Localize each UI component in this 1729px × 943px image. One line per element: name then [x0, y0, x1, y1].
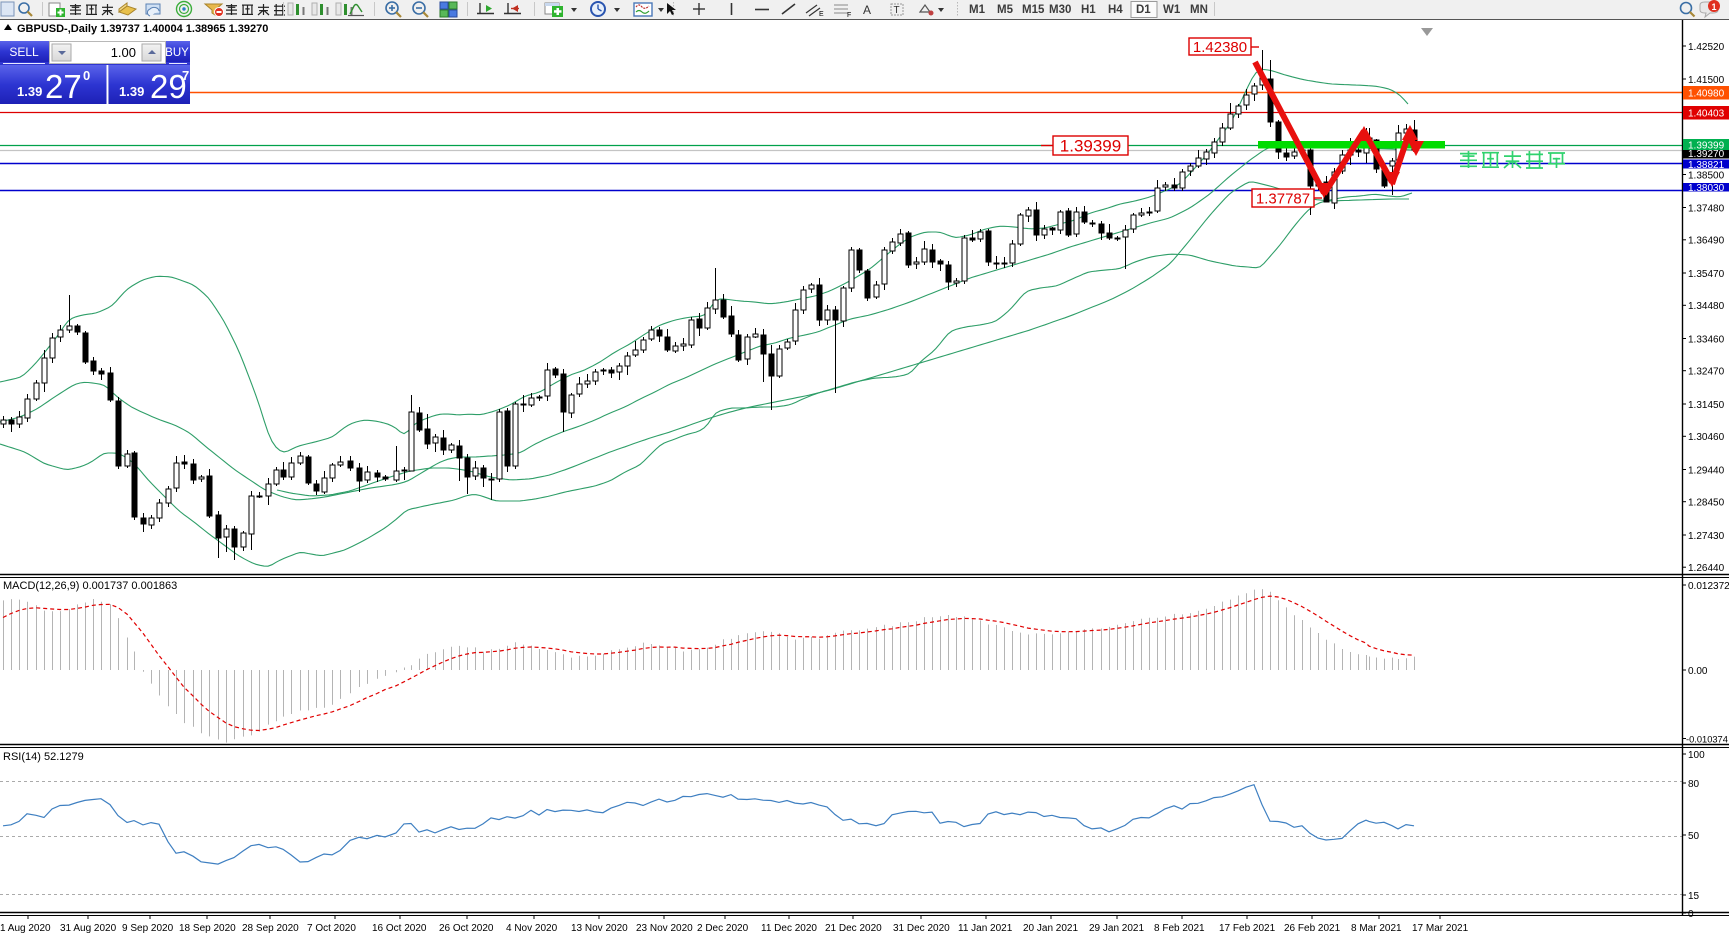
svg-text:18 Sep 2020: 18 Sep 2020	[179, 923, 236, 934]
svg-text:1.39: 1.39	[119, 84, 144, 99]
svg-text:16 Oct 2020: 16 Oct 2020	[372, 923, 427, 934]
svg-text:1.38500: 1.38500	[1688, 170, 1725, 181]
svg-text:M1: M1	[969, 4, 986, 16]
svg-text:1.39: 1.39	[17, 84, 42, 99]
svg-text:H1: H1	[1081, 4, 1096, 16]
svg-text:1.34480: 1.34480	[1688, 301, 1725, 312]
svg-text:11 Jan 2021: 11 Jan 2021	[958, 923, 1013, 934]
svg-text:9 Sep 2020: 9 Sep 2020	[122, 923, 174, 934]
svg-text:20 Jan 2021: 20 Jan 2021	[1023, 923, 1078, 934]
svg-text:1.32470: 1.32470	[1688, 367, 1725, 378]
svg-text:M30: M30	[1049, 4, 1071, 16]
svg-text:50: 50	[1688, 831, 1700, 842]
svg-text:BUY: BUY	[165, 47, 189, 59]
svg-text:RSI(14) 52.1279: RSI(14) 52.1279	[3, 751, 84, 763]
svg-text:MN: MN	[1190, 4, 1208, 16]
svg-text:31 Dec 2020: 31 Dec 2020	[893, 923, 950, 934]
svg-text:1.00: 1.00	[111, 45, 136, 60]
svg-text:1.39399: 1.39399	[1060, 137, 1121, 156]
svg-text:1.38030: 1.38030	[1688, 183, 1725, 194]
svg-text:1.31450: 1.31450	[1688, 400, 1725, 411]
svg-text:1 Aug 2020: 1 Aug 2020	[0, 923, 51, 934]
svg-text:D1: D1	[1136, 4, 1151, 16]
svg-text:1.27430: 1.27430	[1688, 531, 1725, 542]
svg-text:1.26440: 1.26440	[1688, 563, 1725, 574]
svg-text:29: 29	[150, 68, 187, 105]
svg-text:29 Jan 2021: 29 Jan 2021	[1089, 923, 1144, 934]
svg-text:M15: M15	[1022, 4, 1045, 16]
svg-text:0.00: 0.00	[1688, 666, 1708, 677]
svg-text:M5: M5	[997, 4, 1014, 16]
svg-text:H4: H4	[1108, 4, 1123, 16]
svg-text:17 Mar 2021: 17 Mar 2021	[1412, 923, 1469, 934]
svg-text:GBPUSD-,Daily 1.39737 1.40004: GBPUSD-,Daily 1.39737 1.40004 1.38965 1.…	[17, 23, 268, 35]
svg-text:7 Oct 2020: 7 Oct 2020	[307, 923, 356, 934]
svg-text:17 Feb 2021: 17 Feb 2021	[1219, 923, 1276, 934]
svg-text:1.37787: 1.37787	[1256, 190, 1310, 207]
svg-text:0: 0	[83, 68, 90, 83]
svg-text:7: 7	[182, 68, 189, 83]
svg-text:23 Nov 2020: 23 Nov 2020	[636, 923, 693, 934]
svg-text:1.39399: 1.39399	[1688, 140, 1725, 151]
svg-text:8 Feb 2021: 8 Feb 2021	[1154, 923, 1205, 934]
svg-text:13 Nov 2020: 13 Nov 2020	[571, 923, 628, 934]
svg-text:E: E	[819, 11, 824, 18]
svg-text:1.39270: 1.39270	[1688, 149, 1725, 160]
svg-text:T: T	[894, 5, 900, 16]
svg-text:31 Aug 2020: 31 Aug 2020	[60, 923, 117, 934]
svg-text:1.28450: 1.28450	[1688, 498, 1725, 509]
svg-text:100: 100	[1688, 750, 1705, 761]
svg-text:1.33460: 1.33460	[1688, 334, 1725, 345]
svg-text:1.30460: 1.30460	[1688, 432, 1725, 443]
svg-text:1: 1	[1712, 2, 1717, 12]
svg-text:15: 15	[1688, 891, 1700, 902]
svg-text:26 Feb 2021: 26 Feb 2021	[1284, 923, 1341, 934]
svg-text:SELL: SELL	[9, 45, 39, 59]
svg-text:1.37480: 1.37480	[1688, 203, 1725, 214]
svg-text:1.29440: 1.29440	[1688, 465, 1725, 476]
svg-text:MACD(12,26,9) 0.001737 0.00186: MACD(12,26,9) 0.001737 0.001863	[3, 580, 177, 592]
svg-text:-0.010374: -0.010374	[1686, 734, 1728, 744]
svg-text:1.35470: 1.35470	[1688, 269, 1725, 280]
svg-text:1.40403: 1.40403	[1688, 109, 1725, 120]
svg-text:28 Sep 2020: 28 Sep 2020	[242, 923, 299, 934]
svg-text:F: F	[847, 12, 851, 19]
svg-text:26 Oct 2020: 26 Oct 2020	[439, 923, 494, 934]
svg-text:W1: W1	[1163, 4, 1181, 16]
svg-text:1.40980: 1.40980	[1688, 89, 1725, 100]
svg-text:11 Dec 2020: 11 Dec 2020	[761, 923, 817, 934]
svg-text:1.42520: 1.42520	[1688, 42, 1725, 53]
svg-text:21 Dec 2020: 21 Dec 2020	[825, 923, 882, 934]
svg-text:80: 80	[1688, 779, 1700, 790]
svg-text:4 Nov 2020: 4 Nov 2020	[506, 923, 558, 934]
svg-text:A: A	[863, 3, 871, 17]
svg-text:27: 27	[45, 68, 82, 105]
svg-text:0.012372: 0.012372	[1688, 581, 1729, 592]
svg-text:8 Mar 2021: 8 Mar 2021	[1351, 923, 1402, 934]
svg-text:1.42380: 1.42380	[1193, 39, 1247, 56]
svg-text:0: 0	[1688, 909, 1694, 920]
svg-text:1.41500: 1.41500	[1688, 75, 1725, 86]
svg-text:1.38821: 1.38821	[1688, 160, 1725, 171]
svg-text:2 Dec 2020: 2 Dec 2020	[697, 923, 749, 934]
svg-text:1.36490: 1.36490	[1688, 236, 1725, 247]
